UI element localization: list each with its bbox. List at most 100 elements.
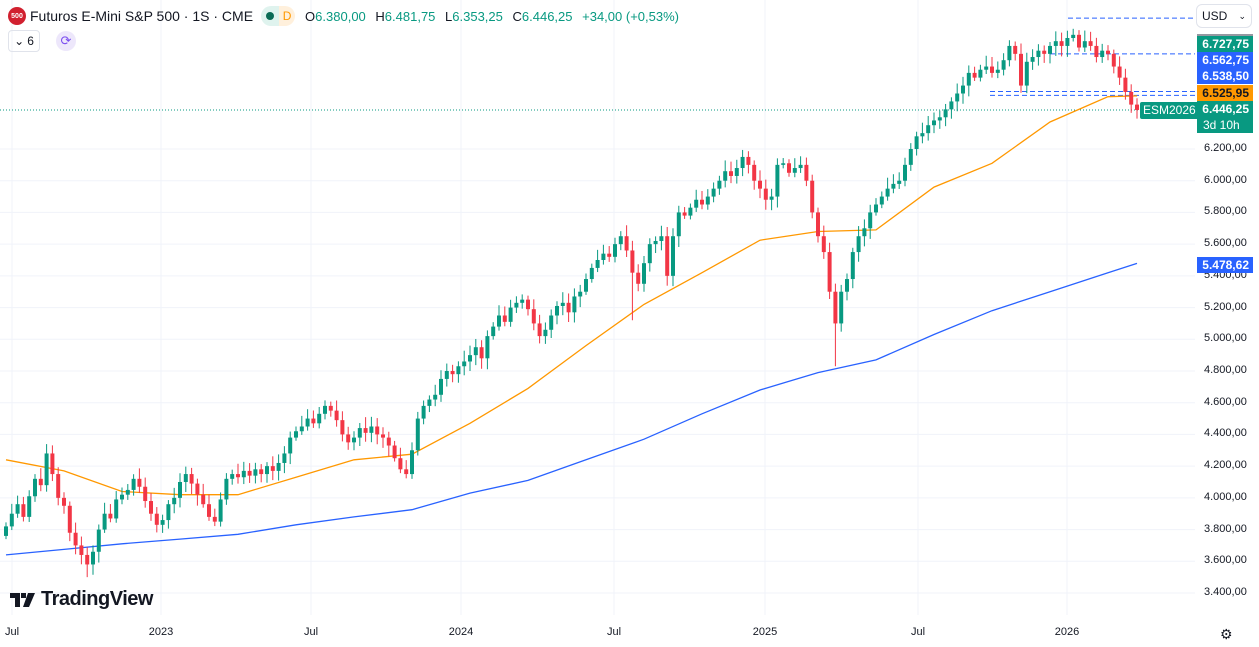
candle [955,83,960,112]
candle [207,494,211,521]
candle-body [1048,45,1052,54]
market-status[interactable]: D [261,6,296,26]
candle [1001,53,1006,76]
candle [653,236,658,254]
candle-body [253,469,258,476]
candle [665,227,670,286]
price-label-level-2: 6.538,50 [1197,68,1253,84]
candle [572,288,577,323]
candle [404,460,409,479]
candle-body [839,291,844,324]
candle [433,384,438,407]
candle-body [450,370,455,375]
candle-body [787,163,791,173]
candle [1077,30,1081,52]
candle-body [485,336,490,359]
settings-gear-icon[interactable]: ⚙ [1220,626,1233,642]
symbol-title[interactable]: Futuros E-Mini S&P 500 · 1S · CME [30,8,254,24]
candle-body [108,513,113,519]
candle-body [729,171,733,176]
candle [85,547,90,578]
candle [816,207,820,243]
candle-body [531,309,536,324]
candle-body [1082,41,1087,48]
candle [288,431,293,465]
ohlc-values: O6.380,00 H6.481,75 L6.353,25 C6.446,25 … [305,8,679,24]
indicators-toggle-button[interactable]: ⌄ 6 [8,30,40,52]
currency-select[interactable]: USD ⌄ [1196,4,1252,28]
candle-body [642,263,646,284]
close-value: 6.446,25 [521,8,573,24]
candle [21,496,26,522]
candle-body [444,370,449,379]
candle [224,473,229,505]
candle [723,160,728,188]
tradingview-logo[interactable]: TradingView [10,588,153,611]
candle [497,305,501,331]
candle [787,159,791,177]
candle [688,203,693,220]
candle-body [479,347,484,359]
candle-body [172,497,177,505]
candle-body [1106,50,1110,54]
candle-body [549,315,554,330]
symbol-price-tag: ESM2026 [1140,102,1199,119]
candle [172,487,177,514]
candle-body [908,149,913,165]
refresh-icon[interactable]: ⟳ [56,31,76,51]
candle-body [816,212,820,237]
candle-body [630,250,635,273]
candle [903,157,907,187]
candle [526,295,530,316]
candle [584,273,588,295]
candle-body [357,428,362,438]
candle-body [589,267,594,280]
candle-body [421,405,426,419]
candle [73,522,78,555]
candle-body [160,520,165,525]
candle [839,284,844,332]
candle-body [241,470,246,478]
candle-body [607,253,612,257]
candle [462,350,467,376]
candle-body [618,236,623,245]
candle-body [502,315,507,322]
candle [566,293,571,322]
candle [879,191,884,209]
y-tick-label: 4.600,00 [1204,395,1247,408]
candle-body [294,431,298,438]
candle-body [230,474,235,479]
candle [821,225,826,259]
candle-body [543,329,548,337]
candle [230,469,235,485]
candle-body [798,164,803,169]
candle-body [311,418,316,424]
y-tick-label: 5.000,00 [1204,332,1247,345]
candle [439,370,443,402]
candle [868,204,873,239]
candle-body [265,466,269,475]
candle-body [897,180,902,184]
candle [746,151,751,174]
candle [9,503,14,531]
candle-body [821,236,826,253]
candle [195,478,200,506]
candle-body [125,489,130,495]
price-label-high: 6.727,75 [1197,34,1253,52]
candle [659,225,664,251]
candle-body [1077,34,1081,48]
candle [1030,49,1035,70]
chevron-down-icon: ⌄ [14,34,25,48]
candle-body [572,296,577,313]
candle [357,423,362,447]
candle-body [27,496,32,517]
price-label-last: 6.446,25 [1197,101,1253,117]
y-tick-label: 5.800,00 [1204,205,1247,218]
candle-body [50,453,55,475]
candle-body [711,188,716,197]
candle-body [1094,45,1099,58]
candle [937,110,942,129]
candle [560,292,565,316]
candle [1088,31,1093,51]
